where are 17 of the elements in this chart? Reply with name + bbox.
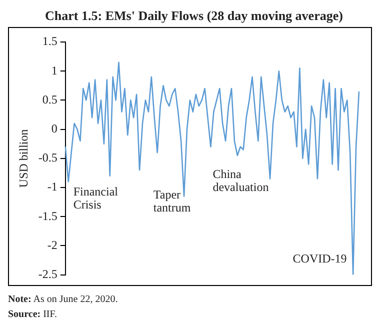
annotation: Financial Crisis [73,184,119,212]
text: Note: As on June 22, 2020. [8,293,119,307]
y-tick-label: -0.5 [38,150,58,165]
y-tick-label: -2.5 [38,266,58,281]
y-tick-label: -1 [47,180,58,194]
y-tick-label: 1.5 [42,34,58,48]
annotation: COVID-19 [292,251,347,266]
y-tick-label: -2 [47,238,58,252]
y-tick-label: 0.5 [42,92,58,106]
annotation: China devaluation [212,167,269,194]
y-tick-label: 0 [51,121,58,136]
y-axis-title: USD billion [16,129,30,188]
y-tick-label: -1.5 [38,208,58,223]
y-tick-label: 1 [51,63,58,78]
source-note: Source: IIF. [8,308,58,322]
chart-title: Chart 1.5: EMs' Daily Flows (28 day moving average) [44,8,344,24]
annotation: Taper tantrum [153,187,192,214]
